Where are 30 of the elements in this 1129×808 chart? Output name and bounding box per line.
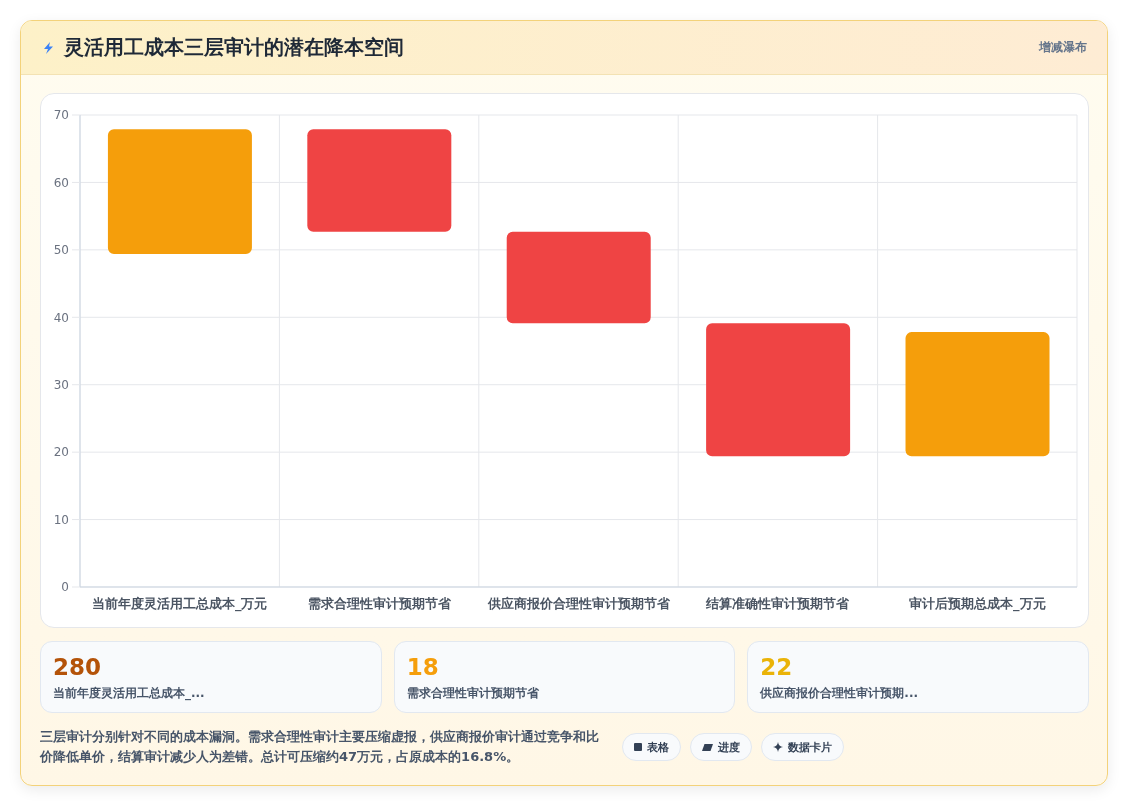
button: 进度 xyxy=(690,733,752,761)
bar xyxy=(107,129,252,254)
chart-subtitle: 增减瀑布 xyxy=(1039,39,1087,56)
y-tick-label: 70 xyxy=(53,108,69,123)
y-tick-label: 30 xyxy=(53,377,69,392)
y-tick-label: 20 xyxy=(53,445,69,460)
text: 需求合理性审计预期节省 xyxy=(406,686,540,700)
text: 三层审计分别针对不同的成本漏洞。需求合理性审计主要压缩虚报，供应商报价审计通过竞争和比价降低单价，结算审计减少人为差错。总计可压缩约47万元，占原成本的16.8%。 xyxy=(40,728,600,766)
button: 数据卡片 xyxy=(761,733,844,761)
x-tick-label: 供应商报价合理性审计预期节省 xyxy=(486,596,671,612)
text: 280 xyxy=(53,653,102,681)
y-tick-label: 0 xyxy=(61,580,69,595)
y-tick-label: 50 xyxy=(53,243,69,258)
y-tick-label: 60 xyxy=(53,175,69,190)
text: 当前年度灵活用工总成本_... xyxy=(53,686,206,700)
x-tick-label: 当前年度灵活用工总成本_万元 xyxy=(91,596,268,613)
button: 表格 xyxy=(622,733,681,761)
text: 供应商报价合理性审计预期... xyxy=(760,686,919,700)
y-tick-label: 10 xyxy=(53,512,69,527)
x-tick-label: 结算准确性审计预期节省 xyxy=(705,596,851,612)
text: 22 xyxy=(760,653,794,681)
text: 18 xyxy=(406,653,440,681)
x-tick-label: 需求合理性审计预期节省 xyxy=(307,596,452,612)
bar xyxy=(905,332,1050,457)
bar xyxy=(307,129,452,232)
x-tick-label: 审计后预期总成本_万元 xyxy=(909,596,1046,613)
bar xyxy=(506,231,651,324)
chart-title: 灵活用工成本三层审计的潜在降本空间 xyxy=(64,34,404,61)
bar xyxy=(706,323,851,457)
y-tick-label: 40 xyxy=(53,310,69,325)
